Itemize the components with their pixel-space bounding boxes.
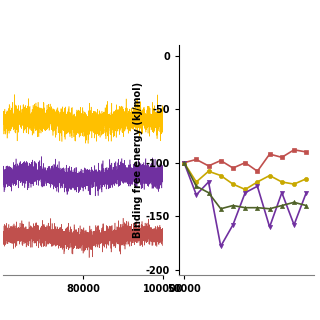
Y-axis label: Binding free energy (kJ/mol): Binding free energy (kJ/mol) [133, 82, 143, 238]
Legend: Quercetin: Quercetin [7, 0, 131, 3]
Text: B: B [155, 0, 174, 4]
Legend: Remdesivir: Remdesivir [180, 0, 310, 3]
